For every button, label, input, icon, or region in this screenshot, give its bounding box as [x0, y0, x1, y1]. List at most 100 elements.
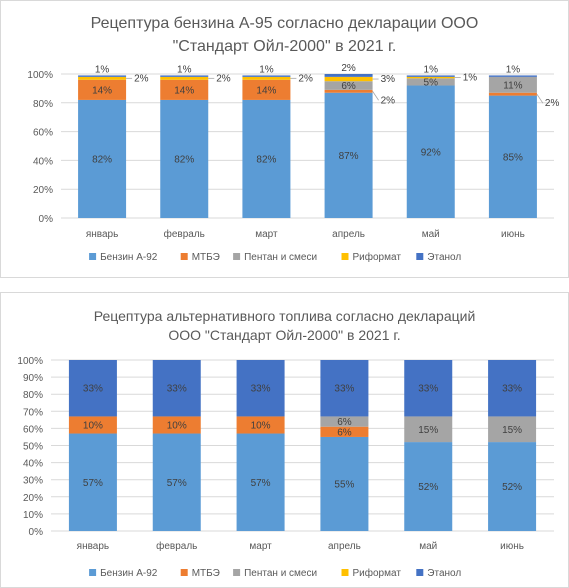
data-label: 1%	[95, 64, 110, 75]
y-tick-label: 0%	[39, 214, 54, 225]
x-category-label: июнь	[500, 541, 524, 552]
y-tick-label: 40%	[23, 459, 43, 470]
data-label: 87%	[339, 151, 359, 162]
chart-panel-alternative: Рецептура альтернативного топлива соглас…	[0, 292, 569, 588]
x-category-label: январь	[86, 229, 118, 240]
data-label: 33%	[167, 384, 187, 395]
data-label: 14%	[256, 85, 276, 96]
y-tick-label: 100%	[27, 70, 53, 81]
y-tick-label: 50%	[23, 442, 43, 453]
data-label: 82%	[256, 154, 276, 165]
data-label: 52%	[418, 482, 438, 493]
data-label: 85%	[503, 152, 523, 163]
bar-segment	[324, 74, 373, 77]
data-label: 11%	[503, 80, 522, 91]
y-tick-label: 30%	[23, 476, 43, 487]
data-label: 1%	[463, 73, 478, 84]
x-category-label: январь	[77, 541, 109, 552]
bar-segment	[320, 416, 369, 427]
y-tick-label: 0%	[29, 527, 44, 538]
bar-segment	[404, 442, 453, 531]
data-label: 2%	[381, 95, 396, 106]
chart-title-line: "Стандарт Ойл-2000" в 2021 г.	[173, 38, 397, 55]
bar-segment	[242, 76, 291, 80]
y-tick-label: 80%	[23, 390, 43, 401]
legend-label: Риформат	[353, 567, 402, 579]
data-label: 6%	[341, 81, 356, 92]
legend-label: МТБЭ	[192, 568, 220, 579]
bar-segment	[160, 79, 209, 100]
x-category-label: май	[422, 229, 440, 240]
x-category-label: апрель	[332, 229, 365, 240]
bar-segment	[152, 360, 201, 417]
bar-segment	[406, 76, 455, 79]
legend-swatch	[180, 569, 188, 576]
bar-segment	[404, 416, 453, 443]
bar-segment	[236, 416, 285, 434]
data-label: 1%	[177, 64, 192, 75]
data-label-leader	[536, 93, 544, 104]
y-tick-label: 20%	[23, 493, 43, 504]
chart-title-line: ООО "Стандарт Ойл-2000" в 2021 г.	[168, 327, 400, 343]
data-label: 1%	[259, 64, 274, 75]
bar-segment	[160, 99, 209, 218]
data-label: 92%	[421, 147, 441, 158]
bar-segment	[320, 436, 369, 531]
bar-segment	[78, 99, 127, 218]
legend-label: Пентан и смеси	[244, 568, 317, 579]
bar-segment	[488, 75, 537, 77]
bar-segment	[406, 85, 455, 219]
chart-alternative-svg: Рецептура альтернативного топлива соглас…	[17, 308, 554, 579]
y-tick-label: 80%	[33, 99, 53, 110]
legend-label: Этанол	[427, 252, 461, 263]
chart-title-line: Рецептура бензина А-95 согласно декларац…	[91, 15, 479, 32]
bar-segment	[488, 92, 537, 96]
legend-label: МТБЭ	[192, 252, 220, 263]
legend-swatch	[416, 253, 424, 260]
bar-segment	[152, 416, 201, 434]
bar-segment	[242, 75, 291, 77]
bar-segment	[242, 79, 291, 100]
bar-segment	[324, 92, 373, 218]
y-tick-label: 100%	[17, 356, 43, 367]
bar-segment	[160, 75, 209, 77]
bar-segment	[320, 360, 369, 417]
data-label: 82%	[92, 154, 112, 165]
y-tick-label: 90%	[23, 373, 43, 384]
legend-swatch	[233, 569, 241, 576]
chart-a95-svg: Рецептура бензина А-95 согласно декларац…	[27, 15, 560, 263]
y-tick-label: 40%	[33, 156, 53, 167]
legend-swatch	[341, 569, 349, 576]
bar-segment	[406, 75, 455, 77]
y-tick-label: 20%	[33, 185, 53, 196]
data-label: 6%	[337, 427, 352, 438]
x-category-label: февраль	[164, 228, 205, 240]
bar-segment	[78, 76, 127, 80]
legend-label: Риформат	[353, 251, 402, 263]
data-label: 5%	[424, 77, 439, 88]
bar-segment	[324, 81, 373, 90]
bar-segment	[488, 95, 537, 218]
legend-label: Бензин А-92	[100, 568, 158, 579]
legend-label: Пентан и смеси	[244, 252, 317, 263]
bar-segment	[488, 360, 537, 417]
data-label: 2%	[545, 98, 560, 109]
bar-segment	[488, 76, 537, 93]
data-label: 33%	[334, 384, 354, 395]
bar-segment	[406, 78, 455, 86]
legend-label: Этанол	[427, 568, 461, 579]
x-category-label: апрель	[328, 541, 361, 552]
x-category-label: март	[255, 229, 278, 240]
data-label: 33%	[418, 384, 438, 395]
data-label: 15%	[418, 425, 438, 436]
bar-segment	[242, 99, 291, 218]
data-label: 52%	[502, 482, 522, 493]
data-label: 82%	[174, 154, 194, 165]
data-label: 57%	[83, 478, 103, 489]
legend-swatch	[89, 253, 97, 260]
data-label: 2%	[298, 73, 313, 84]
chart-title-line: Рецептура альтернативного топлива соглас…	[94, 308, 476, 324]
y-tick-label: 70%	[23, 407, 43, 418]
data-label: 14%	[174, 85, 194, 96]
legend-swatch	[89, 569, 97, 576]
